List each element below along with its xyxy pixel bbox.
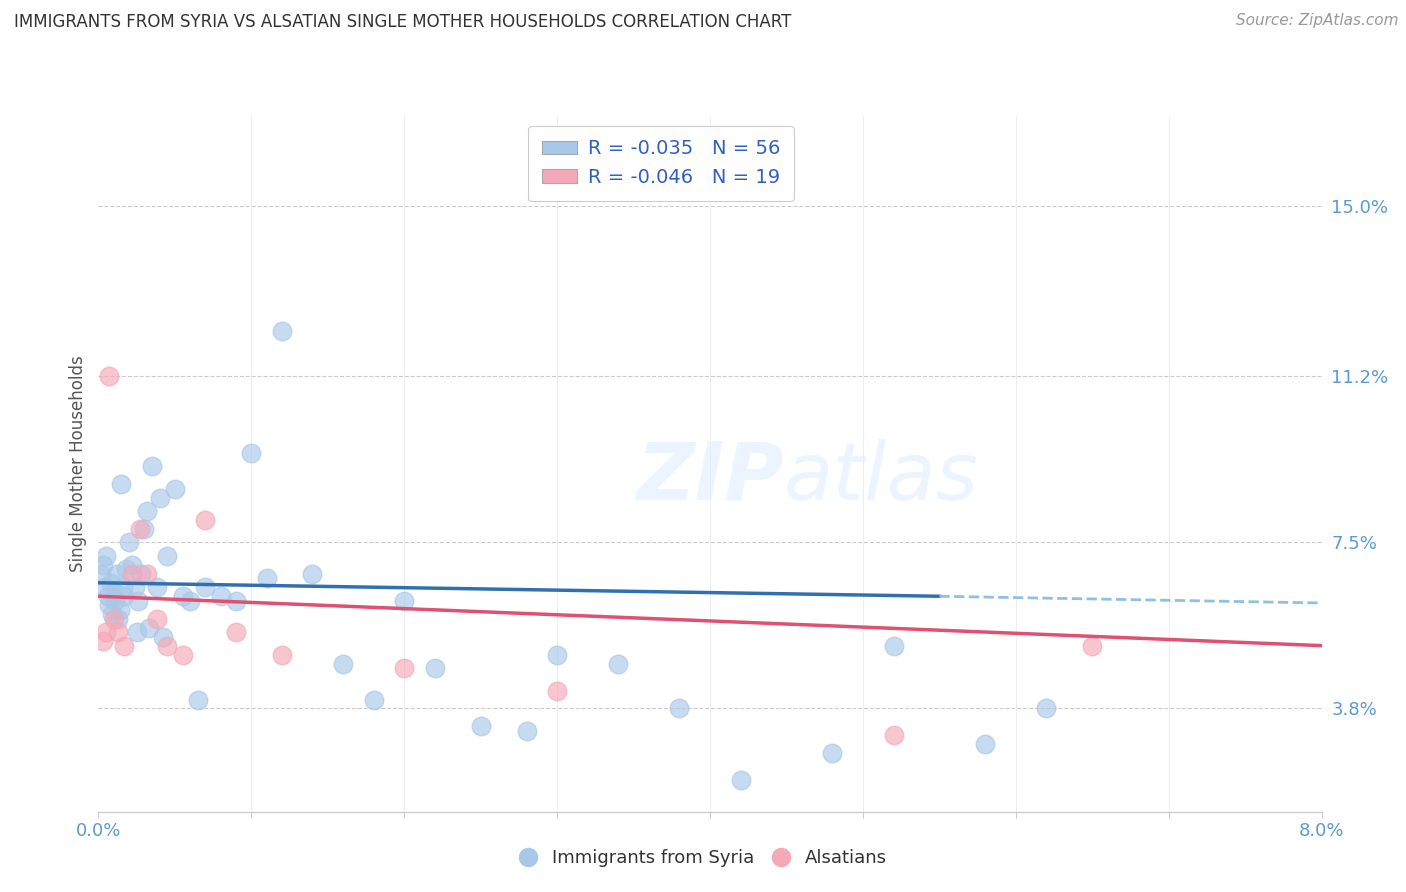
Point	[136, 504, 159, 518]
Point	[821, 747, 844, 761]
Point	[515, 723, 537, 738]
Point	[141, 459, 163, 474]
Y-axis label: Single Mother Households: Single Mother Households	[69, 356, 87, 572]
Point	[98, 369, 121, 384]
Point	[145, 580, 167, 594]
Point	[194, 513, 217, 527]
Point	[256, 571, 278, 585]
Point	[270, 648, 294, 662]
Point	[156, 639, 179, 653]
Point	[156, 549, 179, 563]
Point	[172, 648, 194, 662]
Point	[240, 445, 263, 459]
Point	[93, 580, 115, 594]
Point	[110, 477, 132, 491]
Point	[118, 535, 141, 549]
Point	[121, 566, 143, 581]
Point	[730, 773, 752, 788]
Point	[125, 625, 148, 640]
Point	[104, 593, 127, 607]
Point	[100, 575, 122, 590]
Point	[115, 562, 138, 576]
Point	[883, 728, 905, 742]
Point	[225, 593, 247, 607]
Point	[129, 566, 152, 581]
Point	[1081, 639, 1104, 653]
Point	[97, 589, 120, 603]
Point	[136, 566, 159, 581]
Point	[607, 657, 630, 671]
Text: IMMIGRANTS FROM SYRIA VS ALSATIAN SINGLE MOTHER HOUSEHOLDS CORRELATION CHART: IMMIGRANTS FROM SYRIA VS ALSATIAN SINGLE…	[14, 13, 792, 31]
Point	[301, 566, 323, 581]
Point	[91, 634, 114, 648]
Point	[1035, 701, 1057, 715]
Point	[194, 580, 217, 594]
Text: atlas: atlas	[783, 439, 979, 516]
Text: Source: ZipAtlas.com: Source: ZipAtlas.com	[1236, 13, 1399, 29]
Point	[209, 589, 232, 603]
Point	[91, 558, 114, 572]
Point	[105, 566, 128, 581]
Point	[127, 593, 149, 607]
Point	[112, 639, 135, 653]
Point	[883, 639, 905, 653]
Point	[145, 612, 167, 626]
Point	[172, 589, 194, 603]
Point	[152, 630, 174, 644]
Point	[392, 661, 416, 675]
Point	[107, 625, 129, 640]
Point	[179, 593, 201, 607]
Point	[107, 612, 129, 626]
Point	[138, 621, 160, 635]
Point	[974, 738, 997, 752]
Point	[546, 648, 568, 662]
Point	[225, 625, 247, 640]
Point	[270, 325, 294, 339]
Point	[668, 701, 690, 715]
Point	[187, 692, 209, 706]
Point	[94, 549, 117, 563]
Point	[121, 558, 143, 572]
Point	[332, 657, 354, 671]
Point	[124, 580, 146, 594]
Point	[423, 661, 446, 675]
Point	[108, 603, 131, 617]
Point	[134, 522, 156, 536]
Point	[98, 599, 121, 613]
Point	[101, 607, 124, 622]
Point	[111, 580, 134, 594]
Point	[94, 625, 117, 640]
Legend: Immigrants from Syria, Alsatians: Immigrants from Syria, Alsatians	[512, 842, 894, 874]
Point	[546, 683, 568, 698]
Legend: R = -0.035   N = 56, R = -0.046   N = 19: R = -0.035 N = 56, R = -0.046 N = 19	[529, 126, 794, 201]
Point	[163, 482, 186, 496]
Point	[363, 692, 385, 706]
Point	[112, 589, 135, 603]
Point	[470, 719, 492, 733]
Text: ZIP: ZIP	[636, 439, 783, 516]
Point	[128, 522, 150, 536]
Point	[149, 491, 172, 505]
Point	[392, 593, 416, 607]
Point	[103, 612, 125, 626]
Point	[103, 584, 125, 599]
Point	[90, 566, 112, 581]
